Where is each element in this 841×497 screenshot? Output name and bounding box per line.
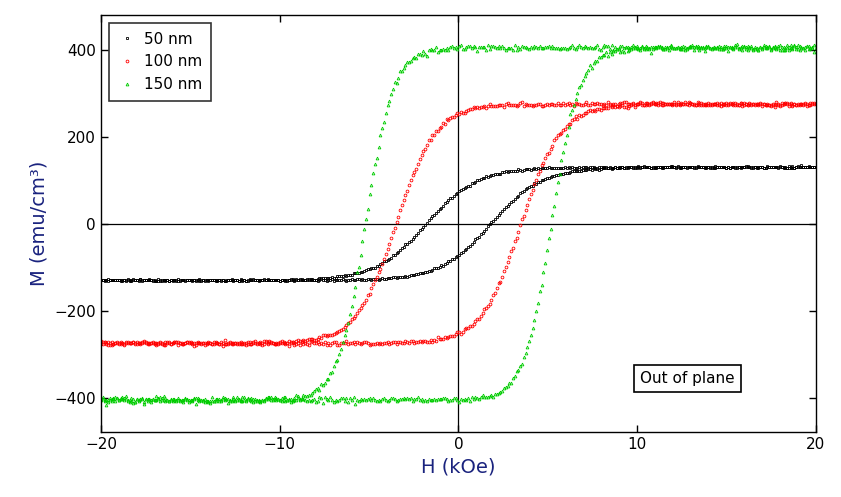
Line: 150 nm: 150 nm [99, 43, 817, 407]
50 nm [811, 164, 821, 170]
100 nm [182, 339, 192, 345]
Line: 100 nm: 100 nm [99, 100, 817, 347]
100 nm [673, 99, 683, 105]
Legend: 50 nm, 100 nm, 150 nm: 50 nm, 100 nm, 150 nm [108, 22, 211, 101]
150 nm [617, 43, 627, 49]
150 nm [811, 42, 821, 48]
50 nm [381, 258, 391, 264]
100 nm [96, 341, 106, 347]
X-axis label: H (kOe): H (kOe) [421, 458, 495, 477]
100 nm [381, 251, 391, 257]
100 nm [614, 101, 624, 107]
150 nm [732, 41, 742, 47]
50 nm [183, 277, 193, 283]
Text: Out of plane: Out of plane [640, 371, 734, 386]
150 nm [547, 43, 558, 49]
100 nm [547, 101, 558, 107]
150 nm [96, 397, 106, 403]
100 nm [331, 330, 341, 336]
50 nm [96, 277, 106, 283]
150 nm [183, 397, 193, 403]
150 nm [614, 45, 624, 51]
100 nm [617, 101, 627, 107]
50 nm [617, 164, 627, 170]
150 nm [101, 402, 111, 408]
Line: 50 nm: 50 nm [99, 164, 817, 283]
50 nm [331, 275, 341, 281]
50 nm [547, 165, 558, 171]
150 nm [331, 358, 341, 364]
Y-axis label: M (emu/cm³): M (emu/cm³) [30, 161, 49, 286]
100 nm [189, 343, 199, 349]
150 nm [381, 110, 391, 116]
50 nm [153, 278, 163, 284]
100 nm [811, 101, 821, 107]
50 nm [796, 163, 807, 168]
50 nm [614, 164, 624, 170]
